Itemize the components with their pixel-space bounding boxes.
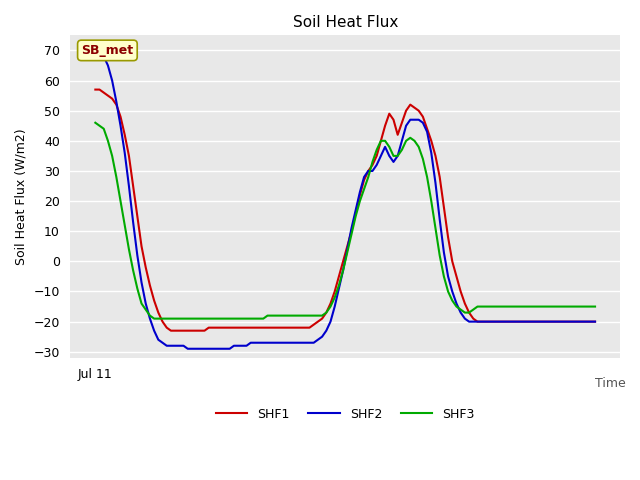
SHF3 [373, 147, 381, 153]
Text: Time: Time [595, 377, 625, 390]
SHF1 [201, 328, 209, 334]
Title: Soil Heat Flux: Soil Heat Flux [292, 15, 398, 30]
SHF3 [579, 304, 586, 310]
SHF1 [440, 204, 448, 210]
SHF2 [579, 319, 586, 324]
SHF2 [201, 346, 209, 352]
SHF2 [230, 343, 237, 348]
SHF1 [167, 328, 175, 334]
SHF2 [184, 346, 191, 352]
SHF3 [92, 120, 99, 126]
SHF3 [490, 304, 498, 310]
SHF1 [230, 325, 237, 331]
SHF3 [230, 316, 237, 322]
Text: SB_met: SB_met [81, 44, 134, 57]
SHF3 [201, 316, 209, 322]
SHF2 [490, 319, 498, 324]
SHF2 [591, 319, 599, 324]
SHF1 [579, 319, 586, 324]
SHF2 [440, 250, 448, 255]
SHF3 [440, 274, 448, 279]
Line: SHF1: SHF1 [95, 90, 595, 331]
SHF3 [150, 316, 158, 322]
SHF1 [490, 319, 498, 324]
SHF1 [373, 153, 381, 159]
Y-axis label: Soil Heat Flux (W/m2): Soil Heat Flux (W/m2) [15, 128, 28, 265]
SHF1 [92, 87, 99, 93]
Legend: SHF1, SHF2, SHF3: SHF1, SHF2, SHF3 [211, 403, 479, 426]
SHF2 [373, 162, 381, 168]
SHF3 [591, 304, 599, 310]
SHF1 [591, 319, 599, 324]
Line: SHF2: SHF2 [95, 50, 595, 349]
SHF2 [92, 48, 99, 53]
Line: SHF3: SHF3 [95, 123, 595, 319]
